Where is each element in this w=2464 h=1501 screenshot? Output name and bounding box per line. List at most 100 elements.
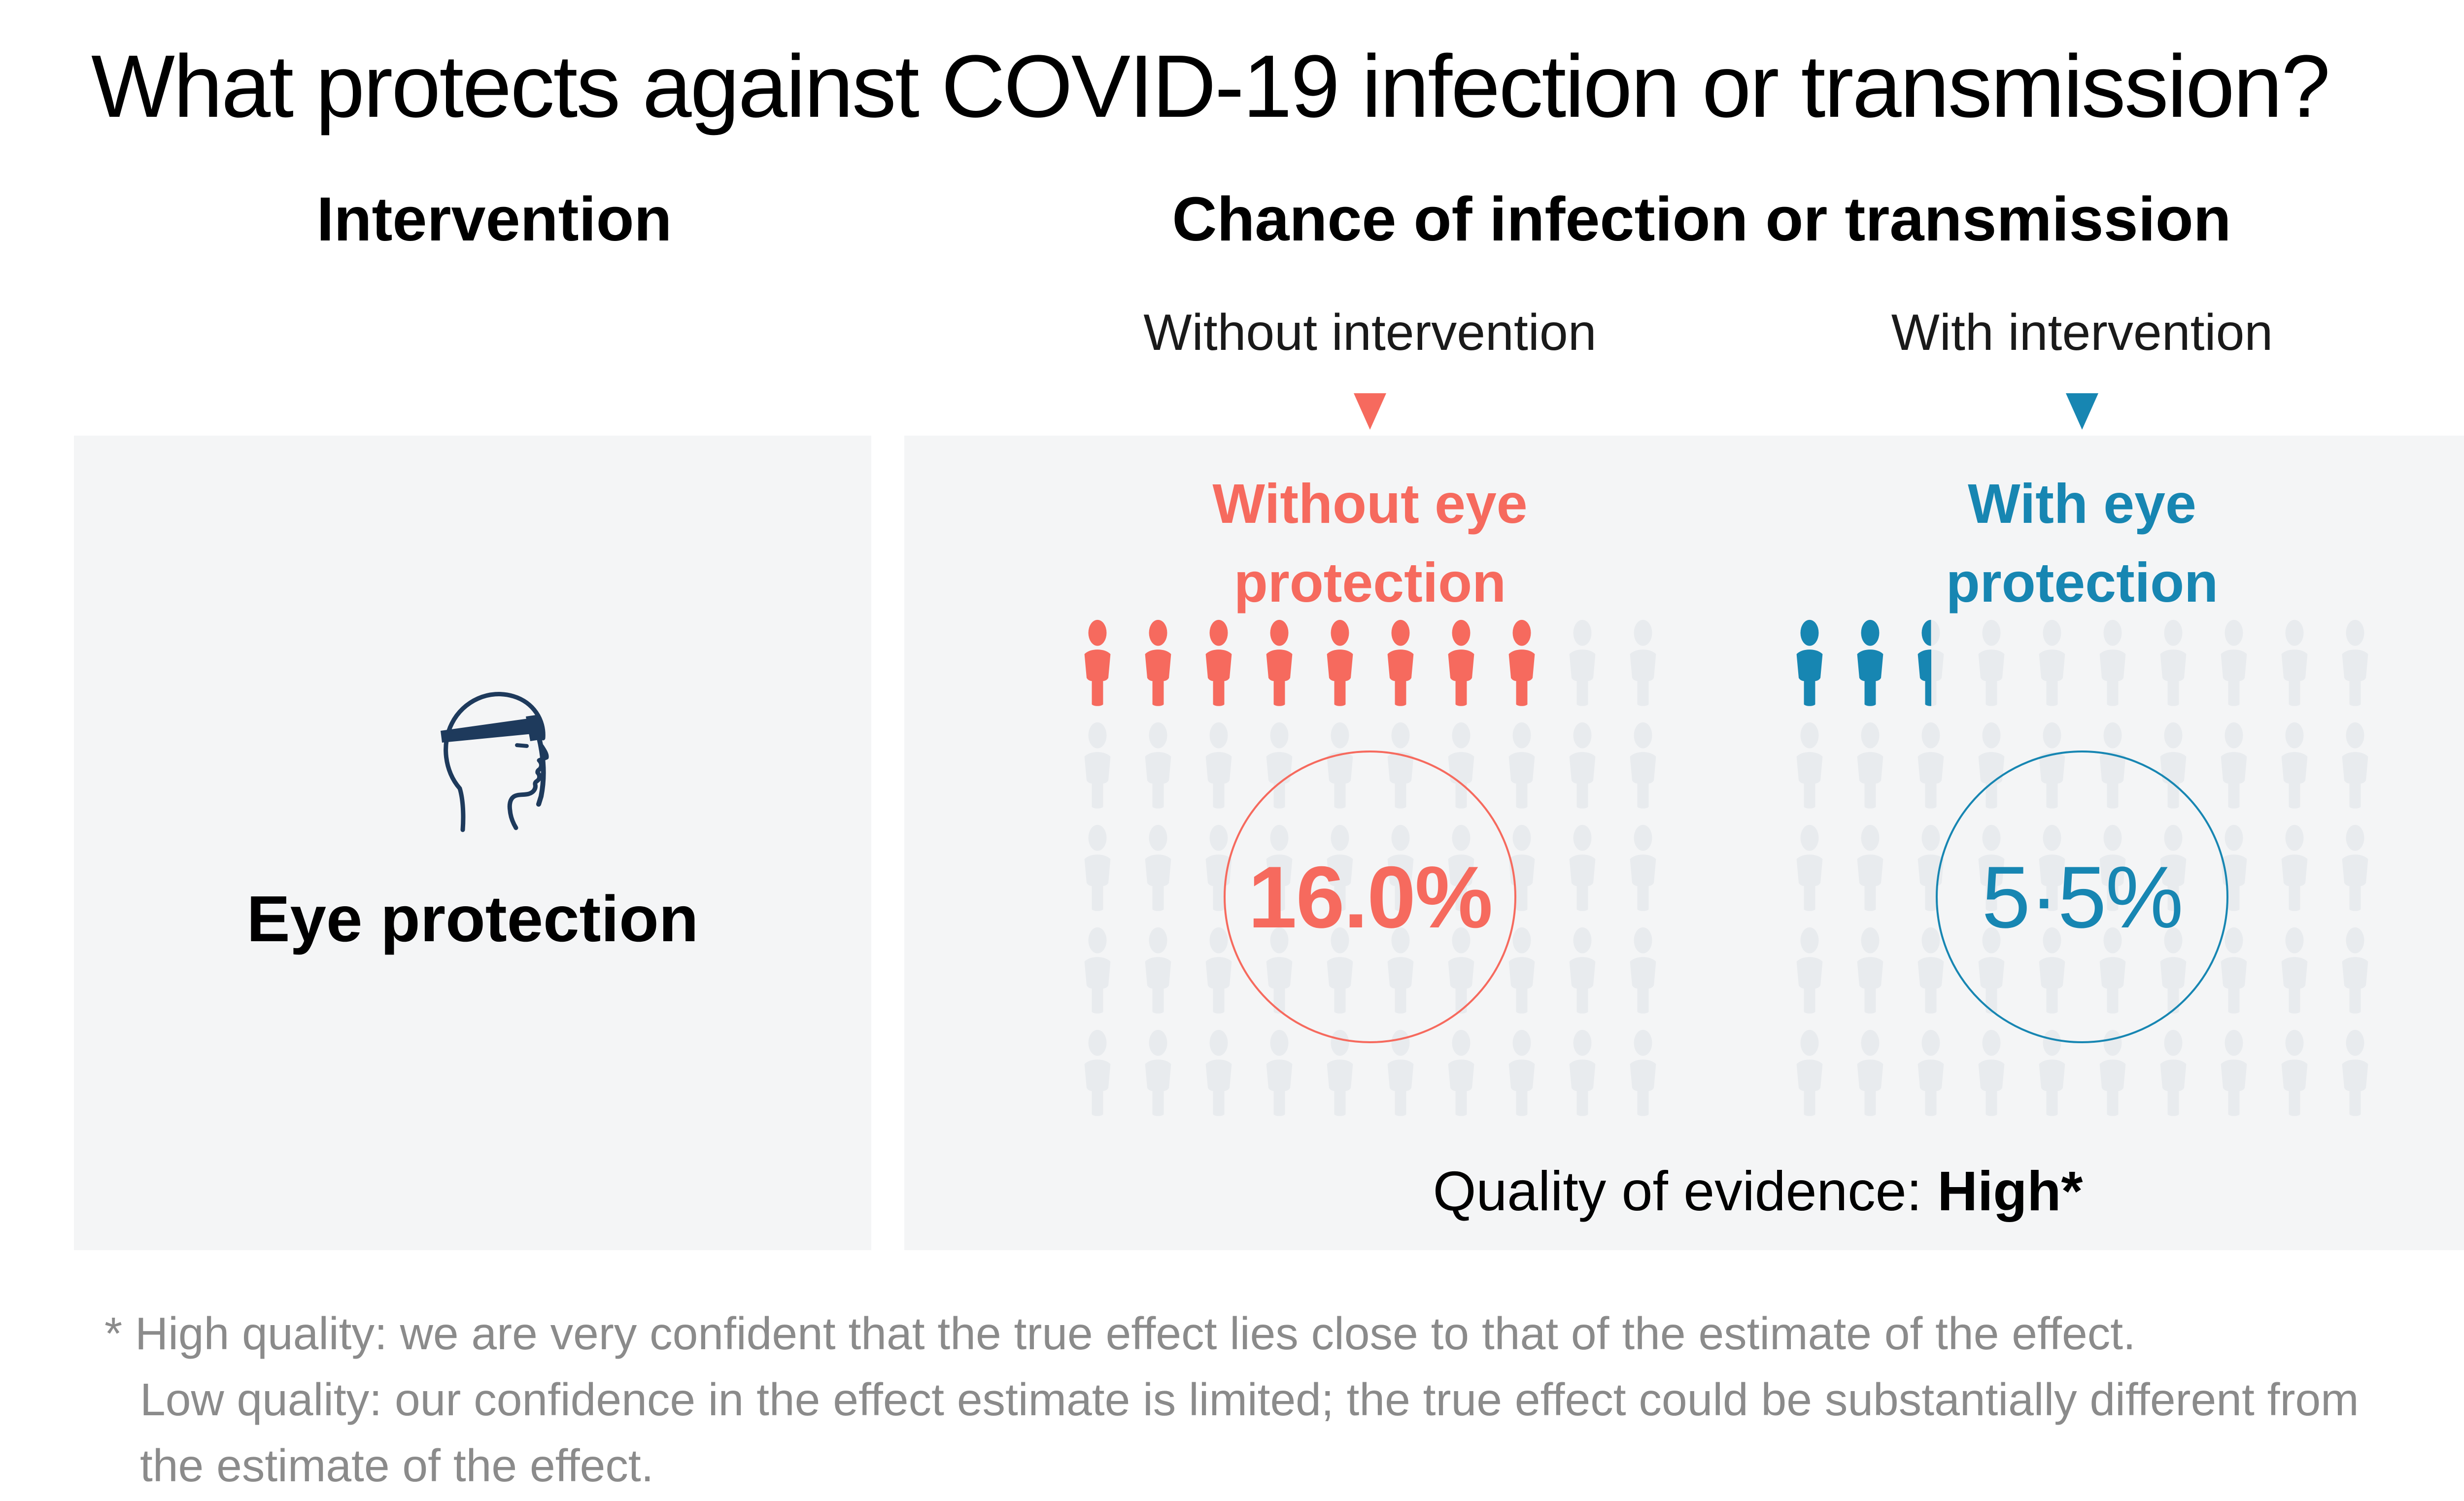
person-icon bbox=[1145, 927, 1171, 1014]
with-eye-protection-icon-array bbox=[1779, 619, 2385, 1131]
person-icon bbox=[1205, 722, 1232, 809]
person-icon bbox=[1327, 1029, 1353, 1116]
person-icon bbox=[1084, 722, 1110, 809]
outcome-column-header: Chance of infection or transmission bbox=[1172, 184, 2231, 254]
person-icon bbox=[1796, 722, 1822, 809]
with-percentage-circle: 5·5% bbox=[1936, 750, 2228, 1043]
with-intervention-label: With intervention bbox=[1891, 304, 2273, 361]
person-icon bbox=[2281, 619, 2307, 706]
footnote-line-1: * High quality: we are very confident th… bbox=[104, 1308, 2136, 1359]
person-icon bbox=[1978, 1029, 2004, 1116]
person-icon bbox=[2160, 722, 2186, 809]
person-icon bbox=[1569, 722, 1595, 809]
person-icon bbox=[2342, 824, 2368, 911]
person-icon bbox=[1205, 619, 1232, 706]
outcome-card: Without eye protection With eye protecti… bbox=[904, 436, 2464, 1250]
person-icon bbox=[2039, 1029, 2065, 1116]
person-icon bbox=[1569, 824, 1595, 911]
person-icon bbox=[1630, 619, 1656, 706]
person-icon bbox=[1857, 927, 1883, 1014]
intervention-card: Eye protection bbox=[74, 436, 871, 1250]
person-icon bbox=[1145, 722, 1171, 809]
person-icon bbox=[2281, 927, 2307, 1014]
person-icon bbox=[1327, 619, 1353, 706]
asterisk-marker: * bbox=[104, 1308, 123, 1359]
person-icon bbox=[2281, 824, 2307, 911]
person-icon bbox=[1205, 927, 1232, 1014]
person-icon bbox=[1508, 927, 1535, 1014]
with-percentage-value: 5·5% bbox=[1982, 848, 2184, 946]
person-icon bbox=[2281, 722, 2307, 809]
with-eye-protection-label: With eye protection bbox=[1946, 473, 2219, 614]
without-percentage-circle: 16.0% bbox=[1224, 750, 1516, 1043]
person-icon bbox=[1448, 1029, 1474, 1116]
triangle-down-icon bbox=[1354, 393, 1386, 430]
person-icon bbox=[1205, 824, 1232, 911]
person-icon bbox=[2039, 619, 2065, 706]
footnote-line-3: the estimate of the effect. bbox=[140, 1439, 654, 1491]
person-icon bbox=[1084, 1029, 1110, 1116]
person-icon bbox=[1569, 619, 1595, 706]
person-icon bbox=[1266, 1029, 1292, 1116]
person-icon bbox=[1266, 619, 1292, 706]
person-icon bbox=[2221, 927, 2247, 1014]
person-icon bbox=[1630, 824, 1656, 911]
person-icon bbox=[2342, 1029, 2368, 1116]
person-icon bbox=[1145, 824, 1171, 911]
person-icon bbox=[2342, 927, 2368, 1014]
without-percentage-value: 16.0% bbox=[1248, 848, 1493, 946]
person-icon bbox=[1448, 619, 1474, 706]
footnote-line-2: Low quality: our confidence in the effec… bbox=[140, 1373, 2359, 1425]
intervention-column-header: Intervention bbox=[316, 184, 672, 254]
person-icon bbox=[1857, 722, 1883, 809]
person-icon bbox=[1796, 927, 1822, 1014]
person-icon bbox=[1387, 619, 1413, 706]
intervention-name: Eye protection bbox=[246, 883, 699, 955]
person-icon bbox=[1796, 619, 1822, 706]
person-icon bbox=[1508, 1029, 1535, 1116]
without-eye-protection-icon-array bbox=[1067, 619, 1673, 1131]
person-icon bbox=[2221, 619, 2247, 706]
without-eye-protection-label: Without eye protection bbox=[1212, 473, 1528, 614]
person-icon bbox=[1857, 1029, 1883, 1116]
person-icon bbox=[1084, 619, 1110, 706]
person-icon bbox=[1796, 824, 1822, 911]
person-icon bbox=[1796, 1029, 1822, 1116]
person-icon bbox=[1917, 722, 1944, 809]
person-icon bbox=[1630, 722, 1656, 809]
person-icon bbox=[1508, 619, 1535, 706]
person-icon bbox=[1569, 927, 1595, 1014]
person-icon bbox=[2221, 722, 2247, 809]
person-icon bbox=[1084, 824, 1110, 911]
person-icon bbox=[2342, 722, 2368, 809]
quality-of-evidence-label: Quality of evidence: bbox=[1433, 1160, 1938, 1222]
person-icon bbox=[1978, 722, 2004, 809]
person-icon bbox=[1205, 1029, 1232, 1116]
person-icon bbox=[2099, 1029, 2125, 1116]
without-intervention-label: Without intervention bbox=[1143, 304, 1597, 361]
person-icon bbox=[1084, 927, 1110, 1014]
person-icon bbox=[2281, 1029, 2307, 1116]
person-icon bbox=[1508, 824, 1535, 911]
person-icon bbox=[2342, 619, 2368, 706]
person-icon bbox=[1145, 619, 1171, 706]
person-icon bbox=[1630, 1029, 1656, 1116]
footnote: * High quality: we are very confident th… bbox=[104, 1301, 2464, 1499]
person-icon bbox=[1857, 824, 1883, 911]
person-icon bbox=[2099, 619, 2125, 706]
person-icon bbox=[1917, 619, 1944, 706]
person-icon bbox=[2221, 824, 2247, 911]
person-icon bbox=[1857, 619, 1883, 706]
quality-of-evidence-value: High* bbox=[1937, 1160, 2083, 1222]
person-icon bbox=[2160, 619, 2186, 706]
person-icon bbox=[1917, 824, 1944, 911]
person-icon bbox=[1387, 1029, 1413, 1116]
page-title: What protects against COVID-19 infection… bbox=[91, 37, 2330, 136]
person-icon bbox=[1917, 927, 1944, 1014]
person-icon bbox=[1266, 722, 1292, 809]
face-shield-icon bbox=[441, 692, 549, 832]
person-icon bbox=[1978, 619, 2004, 706]
person-icon bbox=[2160, 1029, 2186, 1116]
person-icon bbox=[1569, 1029, 1595, 1116]
